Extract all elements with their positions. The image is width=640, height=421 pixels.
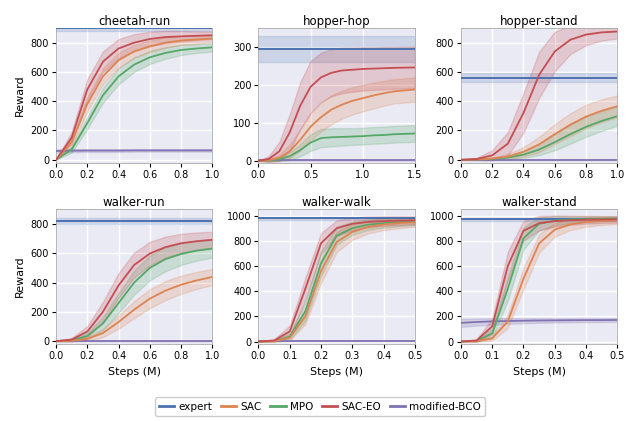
Title: walker-stand: walker-stand bbox=[501, 196, 577, 209]
Title: cheetah-run: cheetah-run bbox=[98, 15, 170, 28]
Title: hopper-hop: hopper-hop bbox=[303, 15, 371, 28]
Y-axis label: Reward: Reward bbox=[15, 75, 25, 116]
Legend: expert, SAC, MPO, SAC-EO, modified-BCO: expert, SAC, MPO, SAC-EO, modified-BCO bbox=[155, 397, 485, 416]
Bar bbox=[461, 218, 618, 221]
Bar bbox=[461, 73, 618, 82]
X-axis label: Steps (M): Steps (M) bbox=[108, 367, 161, 376]
X-axis label: Steps (M): Steps (M) bbox=[513, 367, 566, 376]
Y-axis label: Reward: Reward bbox=[15, 256, 25, 298]
Bar bbox=[56, 218, 212, 224]
Title: hopper-stand: hopper-stand bbox=[500, 15, 579, 28]
Bar bbox=[56, 25, 212, 31]
X-axis label: Steps (M): Steps (M) bbox=[310, 367, 363, 376]
Title: walker-run: walker-run bbox=[103, 196, 166, 209]
Bar bbox=[259, 217, 415, 220]
Title: walker-walk: walker-walk bbox=[302, 196, 372, 209]
Bar bbox=[259, 36, 415, 62]
